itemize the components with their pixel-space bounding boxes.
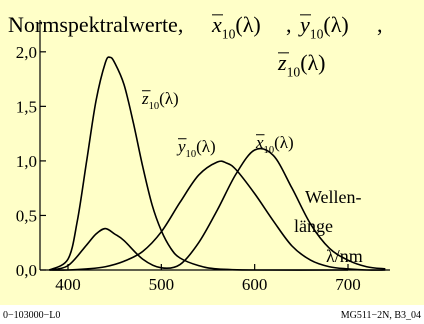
title-z10: z10(λ) (277, 50, 326, 80)
y-tick-label: 0,5 (16, 206, 37, 225)
label-z10: z10(λ) (141, 89, 179, 112)
svg-text:x10(λ): x10(λ) (255, 133, 294, 156)
y-tick-label: 2,0 (16, 43, 37, 62)
title-y10: y10(λ) (298, 12, 349, 42)
label-x10: x10(λ) (255, 133, 294, 156)
label-x10-subscript: 10 (264, 145, 275, 156)
curve-x10 (49, 147, 386, 271)
title-x10-subscript: 10 (222, 27, 236, 42)
title-y10-argument: (λ) (323, 12, 348, 37)
label-z10-argument: (λ) (159, 89, 179, 108)
svg-text:y10(λ): y10(λ) (176, 137, 216, 160)
axis-note-line: länge (294, 216, 333, 236)
axis-unit-note: Wellen-länge λ/nm (294, 187, 363, 266)
x-tick-label: 500 (149, 275, 175, 294)
svg-text:y10(λ): y10(λ) (298, 12, 349, 42)
footer-left: 0−103000−L0 (3, 310, 60, 321)
chart-curves (48, 56, 386, 271)
title-z10-symbol: z (277, 50, 287, 75)
label-z10-symbol: z (141, 89, 149, 108)
footer-right: MG511−2N, B3_04 (341, 310, 421, 321)
label-y10-symbol: y (176, 137, 186, 156)
label-y10: y10(λ) (176, 137, 216, 160)
label-z10-subscript: 10 (149, 101, 160, 112)
x-tick-label: 600 (242, 275, 268, 294)
x-tick-label: 700 (335, 275, 361, 294)
title-text: Normspektralwerte, (8, 12, 183, 37)
chart-axes: 0,0 0,5 1,0 1,5 2,0 400 500 600 700 (16, 20, 390, 294)
title-x10-argument: (λ) (235, 12, 260, 37)
label-x10-argument: (λ) (274, 133, 294, 152)
title-x10: x10(λ) (211, 12, 261, 42)
y-tick-label: 0,0 (16, 261, 37, 280)
axis-note-line: λ/nm (326, 246, 363, 266)
title-z10-argument: (λ) (300, 50, 325, 75)
label-y10-argument: (λ) (196, 137, 216, 156)
y-tick-label: 1,5 (16, 97, 37, 116)
title-sep-1: , (286, 12, 292, 37)
title-y10-subscript: 10 (310, 27, 324, 42)
title-z10-subscript: 10 (287, 65, 301, 80)
label-y10-subscript: 10 (186, 149, 197, 160)
axis-note-line: Wellen- (305, 187, 362, 207)
y-tick-label: 1,0 (16, 152, 37, 171)
title-x10-symbol: x (211, 12, 222, 37)
title-y10-symbol: y (298, 12, 310, 37)
svg-text:z10(λ): z10(λ) (141, 89, 179, 112)
label-x10-symbol: x (255, 133, 264, 152)
svg-text:x10(λ): x10(λ) (211, 12, 261, 42)
x-tick-label: 400 (55, 275, 81, 294)
chart-title: Normspektralwerte, x10(λ), y10(λ) ,z10(λ) (8, 12, 383, 80)
title-sep-2: , (377, 12, 383, 37)
curve-z10 (48, 56, 349, 271)
svg-text:z10(λ): z10(λ) (277, 50, 326, 80)
curve-y10 (49, 160, 386, 271)
curve-labels: z10(λ)y10(λ) x10(λ) (141, 89, 294, 160)
